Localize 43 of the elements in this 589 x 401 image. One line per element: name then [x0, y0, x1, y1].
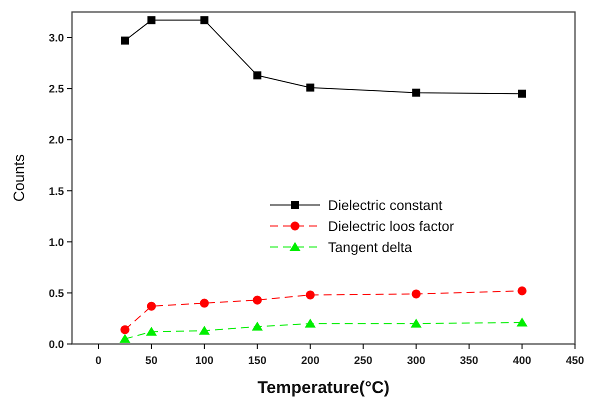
point [146, 302, 156, 311]
point [412, 289, 421, 298]
x-tick-label: 300 [406, 355, 426, 367]
y-tick-label: 2.5 [48, 84, 64, 96]
y-tick-label: 2.0 [48, 134, 64, 147]
x-tick-label: 450 [566, 355, 584, 367]
point [120, 36, 129, 45]
point [304, 318, 316, 328]
point [147, 16, 156, 24]
y-tick-label: 0.5 [48, 288, 64, 300]
y-tick-label: 0.0 [48, 339, 64, 351]
point [198, 326, 210, 335]
point [306, 84, 314, 92]
point [200, 298, 209, 308]
point [120, 325, 130, 334]
x-tick-label: 350 [460, 355, 478, 367]
legend-label: Tangent delta [328, 239, 412, 255]
x-tick-label: 200 [301, 355, 320, 367]
y-tick-label: 1.5 [48, 186, 64, 198]
point [306, 290, 315, 300]
point [200, 16, 208, 24]
point [146, 326, 157, 336]
x-tick-label: 100 [195, 355, 214, 367]
x-tick-label: 400 [512, 355, 532, 367]
point [412, 88, 420, 97]
point [410, 318, 422, 328]
y-axis-title: Counts [11, 154, 28, 202]
point [516, 318, 528, 327]
point [518, 90, 526, 98]
point [252, 322, 263, 331]
x-tick-label: 250 [354, 355, 372, 367]
point [518, 286, 527, 296]
y-tick-label: 1.0 [48, 236, 64, 249]
legend-label: Dielectric loos factor [328, 218, 454, 234]
point [119, 334, 130, 343]
x-tick-label: 150 [248, 355, 266, 367]
point [252, 296, 262, 305]
legend-label: Dielectric constant [328, 197, 442, 213]
x-tick-label: 0 [95, 355, 102, 367]
x-axis-title: Temperature(°C) [257, 378, 390, 397]
point [253, 71, 262, 80]
y-tick-label: 3.0 [48, 32, 64, 45]
x-tick-label: 50 [145, 355, 158, 367]
